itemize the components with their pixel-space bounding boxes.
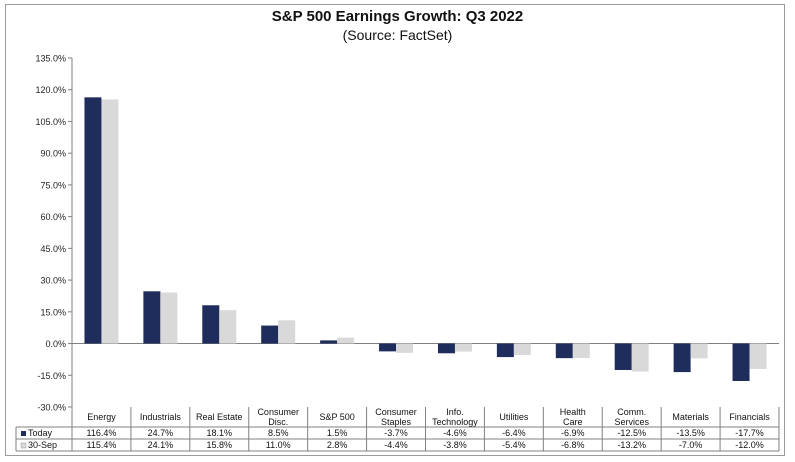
data-label-today: -4.6% xyxy=(443,428,467,438)
chart-title: S&P 500 Earnings Growth: Q3 2022 xyxy=(271,8,524,25)
y-tick-label: 45.0% xyxy=(40,244,66,254)
bar-30-sep xyxy=(160,292,178,344)
category-label: Consumer xyxy=(375,407,417,417)
bar-today xyxy=(732,343,750,381)
bar-today xyxy=(555,343,573,359)
bar-today xyxy=(143,291,161,344)
data-label-today: -17.7% xyxy=(735,428,764,438)
category-label: Industrials xyxy=(140,412,182,422)
bar-30-sep xyxy=(513,343,531,355)
data-label-today: 116.4% xyxy=(87,428,117,438)
y-tick-label: 75.0% xyxy=(40,180,66,190)
data-label-30-sep: -6.8% xyxy=(561,440,585,450)
data-label-today: 24.7% xyxy=(148,428,174,438)
bar-today xyxy=(202,305,220,344)
data-label-30-sep: 24.1% xyxy=(148,440,174,450)
bar-30-sep xyxy=(337,337,355,344)
y-tick-label: 0.0% xyxy=(45,339,66,349)
chart-frame xyxy=(5,4,785,456)
category-label: Disc. xyxy=(268,417,288,427)
legend-label: 30-Sep xyxy=(28,440,57,450)
y-tick-label: 30.0% xyxy=(40,276,66,286)
category-label: Comm. xyxy=(617,407,646,417)
data-label-30-sep: -7.0% xyxy=(679,440,703,450)
category-label: Health xyxy=(560,407,586,417)
data-label-today: -12.5% xyxy=(617,428,646,438)
category-label: Info. xyxy=(446,407,464,417)
y-tick-label: 135.0% xyxy=(35,54,66,64)
bar-30-sep xyxy=(572,343,590,358)
data-label-30-sep: -5.4% xyxy=(502,440,526,450)
category-label: Energy xyxy=(87,412,116,422)
legend-swatch xyxy=(21,431,26,436)
bar-today xyxy=(261,325,279,344)
bar-30-sep xyxy=(454,343,472,352)
category-label: Staples xyxy=(381,417,412,427)
bar-30-sep xyxy=(749,343,767,369)
data-label-30-sep: -3.8% xyxy=(443,440,467,450)
data-label-today: -3.7% xyxy=(384,428,408,438)
bar-today xyxy=(614,343,632,370)
data-label-30-sep: -12.0% xyxy=(735,440,764,450)
data-label-30-sep: 2.8% xyxy=(327,440,348,450)
bar-30-sep xyxy=(219,310,237,344)
bar-30-sep xyxy=(101,99,119,344)
y-tick-label: 60.0% xyxy=(40,212,66,222)
category-label: Materials xyxy=(672,412,709,422)
category-label: Utilities xyxy=(499,412,529,422)
category-label: Services xyxy=(614,417,649,427)
bar-today xyxy=(673,343,691,373)
bar-30-sep xyxy=(396,343,414,353)
bar-today xyxy=(84,97,102,344)
y-tick-label: 105.0% xyxy=(35,117,66,127)
legend-label: Today xyxy=(28,428,53,438)
data-label-30-sep: 115.4% xyxy=(87,440,117,450)
category-label: S&P 500 xyxy=(319,412,354,422)
data-label-today: 1.5% xyxy=(327,428,348,438)
data-label-30-sep: -4.4% xyxy=(384,440,408,450)
bar-30-sep xyxy=(631,343,649,372)
data-label-today: -13.5% xyxy=(676,428,705,438)
bar-30-sep xyxy=(690,343,708,359)
data-label-today: 18.1% xyxy=(207,428,233,438)
bar-today xyxy=(320,340,338,344)
chart-subtitle: (Source: FactSet) xyxy=(342,27,453,43)
category-label: Care xyxy=(563,417,583,427)
category-label: Financials xyxy=(729,412,770,422)
bar-today xyxy=(379,343,397,352)
bar-today xyxy=(496,343,514,358)
data-label-30-sep: -13.2% xyxy=(617,440,646,450)
category-label: Consumer xyxy=(257,407,299,417)
data-label-today: 8.5% xyxy=(268,428,289,438)
legend-swatch xyxy=(20,442,27,449)
data-label-30-sep: 15.8% xyxy=(207,440,233,450)
y-tick-label: 120.0% xyxy=(35,85,66,95)
y-tick-label: 15.0% xyxy=(40,307,66,317)
data-label-today: -6.4% xyxy=(502,428,526,438)
category-label: Real Estate xyxy=(196,412,243,422)
y-tick-label: -15.0% xyxy=(37,371,66,381)
category-label: Technology xyxy=(432,417,478,427)
data-label-today: -6.9% xyxy=(561,428,585,438)
y-tick-label: 90.0% xyxy=(40,149,66,159)
bar-today xyxy=(437,343,455,354)
y-tick-label: -30.0% xyxy=(37,403,66,413)
data-label-30-sep: 11.0% xyxy=(266,440,291,450)
bar-30-sep xyxy=(278,320,296,344)
